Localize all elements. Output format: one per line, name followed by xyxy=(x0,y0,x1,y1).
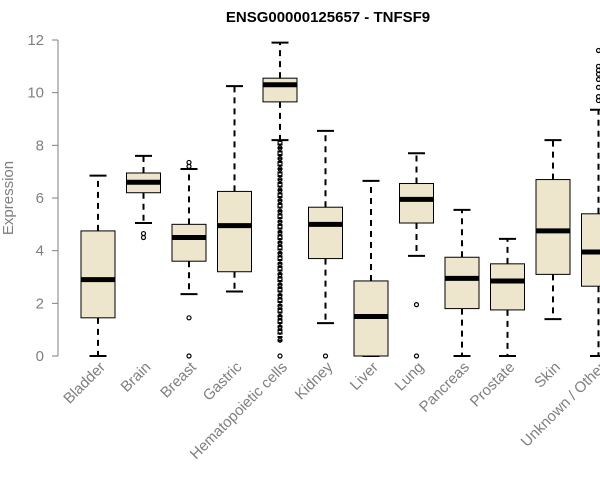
box-skin xyxy=(535,139,571,321)
outlier-point xyxy=(186,163,192,169)
box-kidney xyxy=(308,129,343,359)
outlier-point xyxy=(595,63,600,69)
x-tick-label: Kidney xyxy=(292,358,337,403)
box-iqr xyxy=(217,190,252,273)
box-iqr xyxy=(535,179,571,275)
box-prostate xyxy=(490,237,525,357)
box-iqr xyxy=(308,206,343,260)
y-tick-label: 0 xyxy=(36,348,44,365)
box-brain xyxy=(126,154,161,241)
x-tick-label: Breast xyxy=(157,358,200,401)
box-iqr xyxy=(444,256,480,310)
x-tick-label: Lung xyxy=(392,359,428,395)
y-axis-label: Expression xyxy=(0,161,17,235)
outlier-point xyxy=(413,353,420,359)
y-tick-label: 2 xyxy=(36,295,44,312)
box-liver xyxy=(353,179,389,357)
box-iqr xyxy=(80,230,116,319)
box-breast xyxy=(171,159,207,359)
outlier-point xyxy=(322,353,329,359)
x-tick-label: Brain xyxy=(118,359,155,396)
outlier-point xyxy=(595,94,600,100)
y-tick-label: 10 xyxy=(27,85,44,102)
outlier-point xyxy=(595,47,600,54)
box-lung xyxy=(399,152,434,359)
box-bladder xyxy=(80,174,116,357)
box-pancreas xyxy=(444,208,480,357)
chart-title: ENSG00000125657 - TNFSF9 xyxy=(226,9,430,26)
y-tick-label: 12 xyxy=(27,32,44,49)
x-tick-label: Prostate xyxy=(467,359,519,411)
y-tick-label: 8 xyxy=(36,137,44,154)
box-iqr xyxy=(490,263,525,311)
boxes-group xyxy=(80,41,600,359)
x-tick-label: Skin xyxy=(531,359,564,392)
y-tick-label: 4 xyxy=(36,243,44,260)
box-iqr xyxy=(171,223,207,262)
y-axis: 0 2 4 6 8 10 12 xyxy=(27,32,59,365)
outlier-point xyxy=(186,353,192,359)
box-unknown-other xyxy=(581,47,600,357)
outlier-point xyxy=(413,302,420,308)
box-iqr xyxy=(262,77,298,103)
outlier-point xyxy=(595,76,600,83)
outlier-point xyxy=(140,230,147,237)
box-iqr xyxy=(399,183,434,224)
x-tick-label: Liver xyxy=(347,359,382,394)
box-gastric xyxy=(217,85,252,293)
outlier-point xyxy=(186,315,192,321)
x-tick-label: Bladder xyxy=(60,359,109,408)
x-tick-label: Pancreas xyxy=(416,359,473,416)
outlier-point xyxy=(595,84,600,90)
y-tick-label: 6 xyxy=(36,190,44,207)
outlier-point xyxy=(277,353,283,359)
